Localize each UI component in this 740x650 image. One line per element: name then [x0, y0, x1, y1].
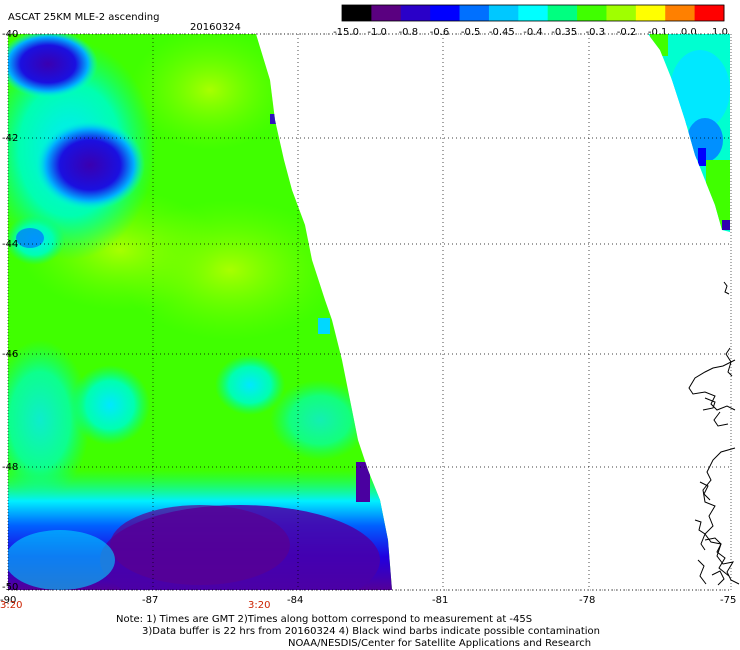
- colorbar-segment: [400, 5, 431, 21]
- colorbar-segment: [694, 5, 725, 21]
- latitude-labels: -40 -42 -44 -46 -48 -50: [2, 29, 18, 593]
- lon-label: -78: [579, 595, 595, 606]
- colorbar-segment: [371, 5, 402, 21]
- lon-label: -87: [142, 595, 158, 606]
- time-label: 3:20: [248, 600, 270, 611]
- longitude-labels: -90 -87 -84 -81 -78 -75: [0, 595, 736, 606]
- colorbar-label: -15.0: [333, 27, 359, 38]
- lat-label: -48: [2, 462, 18, 473]
- east-data-swath: [648, 34, 730, 232]
- colorbar-label: -0.3: [586, 27, 606, 38]
- colorbar-label: -0.4: [523, 27, 543, 38]
- colorbar-label: 1.0: [712, 27, 728, 38]
- map-frame: [7, 33, 732, 591]
- colorbar-label: -0.1: [648, 27, 668, 38]
- lon-label: -81: [432, 595, 448, 606]
- note-line-1: Note: 1) Times are GMT 2)Times along bot…: [116, 614, 533, 625]
- lon-label: -90: [0, 595, 16, 606]
- coastline: [688, 281, 740, 586]
- west-data-swath: [8, 34, 392, 590]
- colorbar-segment: [606, 5, 637, 21]
- note-line-2: 3)Data buffer is 22 hrs from 20160324 4)…: [142, 626, 600, 637]
- lat-label: -44: [2, 239, 18, 250]
- colorbar-label: -0.2: [617, 27, 637, 38]
- colorbar-labels: -15.0 -1.0 -0.8 -0.6 -0.5 -0.45 -0.4 -0.35 -0.3-…: [333, 27, 728, 38]
- colorbar-label: 0.0: [681, 27, 697, 38]
- colorbar-segment: [342, 5, 372, 21]
- time-label: 3:20: [0, 600, 22, 611]
- colorbar-segment: [577, 5, 607, 21]
- colorbar-label: -0.8: [399, 27, 419, 38]
- map-date: 20160324: [190, 22, 241, 33]
- colorbar-segment: [459, 5, 490, 21]
- lon-label: -75: [720, 595, 736, 606]
- lat-label: -42: [2, 133, 18, 144]
- colorbar-segment: [430, 5, 461, 21]
- colorbar-segment: [547, 5, 578, 21]
- colorbar-segment: [635, 5, 666, 21]
- colorbar-segment: [518, 5, 549, 21]
- colorbar-segment: [665, 5, 696, 21]
- colorbar-label: -1.0: [367, 27, 387, 38]
- lat-label: -50: [2, 582, 18, 593]
- colorbar-segment: [488, 5, 519, 21]
- colorbar-label: -0.35: [551, 27, 577, 38]
- colorbar-label: -0.6: [430, 27, 450, 38]
- lat-label: -46: [2, 349, 18, 360]
- note-line-3: NOAA/NESDIS/Center for Satellite Applica…: [288, 638, 592, 649]
- colorbar-frame: [341, 4, 725, 22]
- lon-label: -84: [287, 595, 303, 606]
- colorbar-label: -0.45: [489, 27, 515, 38]
- colorbar: [341, 4, 725, 22]
- colorbar-label: -0.5: [461, 27, 481, 38]
- map-title: ASCAT 25KM MLE-2 ascending: [8, 12, 159, 23]
- lat-label: -40: [2, 29, 18, 40]
